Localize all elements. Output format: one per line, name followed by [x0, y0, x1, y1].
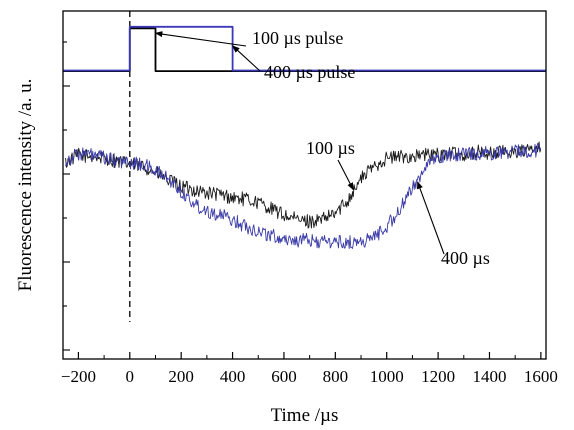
- x-tick-label: 1000: [370, 367, 404, 386]
- series-layer: [63, 11, 546, 322]
- annotation-label: 400 µs: [441, 248, 490, 268]
- annotation-arrow: [231, 45, 261, 72]
- x-tick-label: 600: [271, 367, 297, 386]
- y-axis-title: Fluorescence intensity /a. u.: [15, 79, 36, 292]
- plot-frame: [62, 10, 547, 360]
- x-tick-label: −200: [61, 367, 96, 386]
- x-tick-label: 800: [323, 367, 349, 386]
- x-axis-title: Time /µs: [271, 405, 339, 426]
- annotation-label: 400 µs pulse: [264, 62, 355, 82]
- series-line-100-s: [65, 141, 542, 229]
- series-line-400-s-pulse: [63, 25, 546, 72]
- x-tick-label: 1200: [421, 367, 455, 386]
- annotation-arrow: [417, 181, 445, 255]
- annotation-label: 100 µs: [306, 138, 355, 158]
- axis-ticks: −200 0 200 400 600 800 1000 1200 1400 1600: [61, 41, 558, 386]
- annotations-layer: 100 µs pulse 400 µs pulse 100 µs 400 µs: [154, 28, 490, 268]
- x-tick-label: 200: [168, 367, 194, 386]
- x-tick-label: 1600: [524, 367, 558, 386]
- x-tick-label: 400: [220, 367, 246, 386]
- x-tick-label: 1400: [472, 367, 506, 386]
- annotation-arrow: [154, 31, 247, 47]
- series-line-400-s: [65, 143, 542, 250]
- annotation-label: 100 µs pulse: [252, 28, 343, 48]
- annotation-arrow: [337, 159, 354, 191]
- x-tick-label: 0: [126, 367, 135, 386]
